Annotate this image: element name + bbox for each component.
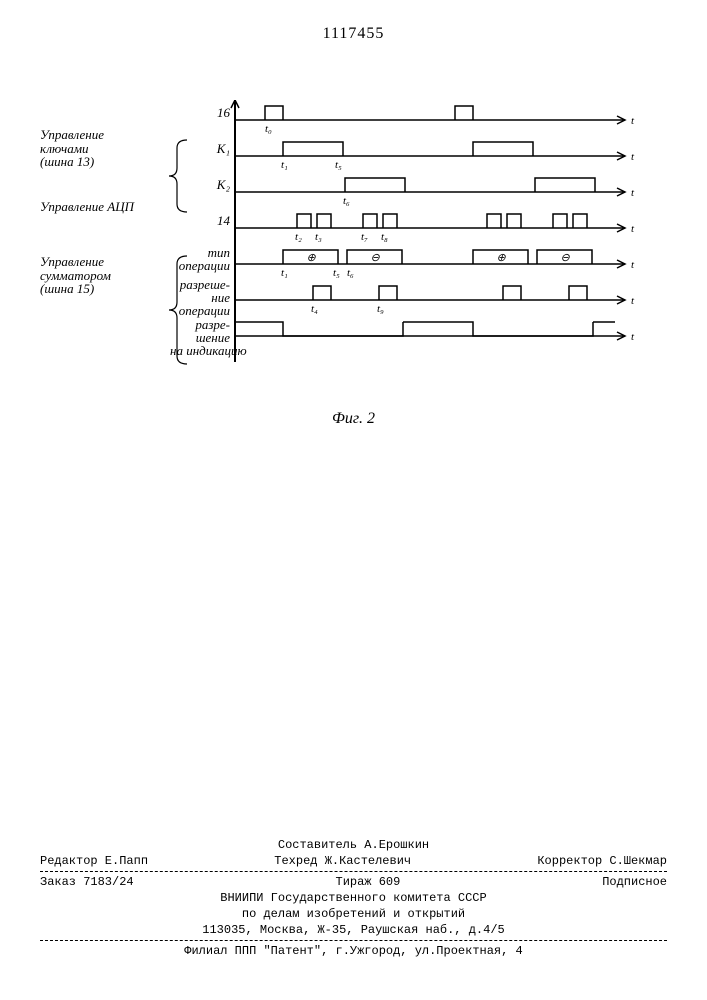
svg-text:⊕: ⊕ [497,252,507,264]
footer-order: Заказ 7183/24 [40,875,134,889]
svg-text:⊕: ⊕ [307,252,317,264]
footer-editor: Редактор Е.Папп [40,854,148,868]
footer-techred: Техред Ж.Кастелевич [274,854,411,868]
group-label: Управление сумматором (шина 15) [40,255,160,296]
footer-address: 113035, Москва, Ж-35, Раушская наб., д.4… [40,923,667,937]
svg-text:t₇: t₇ [361,231,368,243]
page-root: 1117455 t₀tt₁t₅tt₆tt₂t₃t₇t₈t⊕⊖⊕⊖t₁t₅t₆tt… [0,0,707,1000]
svg-text:t₆: t₆ [343,195,350,207]
footer-branch: Филиал ППП "Патент", г.Ужгород, ул.Проек… [40,944,667,958]
footer-divider-1 [40,871,667,872]
row-name: K₂ [170,178,230,191]
footer-editors-row: Редактор Е.Папп Техред Ж.Кастелевич Корр… [40,854,667,868]
row-name: разреше- ние операции [170,278,230,317]
row-name: разре- шение на индикацию [170,318,230,357]
group-label: Управление АЦП [40,200,160,214]
footer-block: Составитель А.Ерошкин Редактор Е.Папп Те… [40,836,667,960]
svg-text:t₉: t₉ [377,303,384,315]
row-name: 16 [170,106,230,119]
svg-text:t: t [631,331,635,343]
svg-text:t₅: t₅ [335,159,342,171]
footer-divider-2 [40,940,667,941]
svg-text:t: t [631,295,635,307]
svg-text:t₆: t₆ [347,267,354,279]
svg-text:t: t [631,115,635,127]
footer-tirage: Тираж 609 [336,875,401,889]
svg-text:t₁: t₁ [281,159,288,171]
figure-caption: Фиг. 2 [0,410,707,428]
footer-subscription: Подписное [602,875,667,889]
svg-text:t₄: t₄ [311,303,318,315]
svg-text:t₁: t₁ [281,267,288,279]
svg-text:t: t [631,223,635,235]
svg-text:t: t [631,151,635,163]
row-name: K₁ [170,142,230,155]
svg-text:⊖: ⊖ [561,252,571,264]
timing-diagram: t₀ t t₁ t₅ t t₆ t t₂ t₃ t₇ t₈ t ⊕ ⊖ ⊕ ⊖ t₁ t₅ t₆ t t₄ t₉ t t 16… [40,100,660,410]
footer-compiler: Составитель А.Ерошкин [40,838,667,852]
footer-org1: ВНИИПИ Государственного комитета СССР [40,891,667,905]
footer-order-row: Заказ 7183/24 Тираж 609 Подписное [40,875,667,889]
svg-text:t₀: t₀ [265,123,272,135]
svg-text:t₅: t₅ [333,267,340,279]
svg-text:⊖: ⊖ [371,252,381,264]
svg-text:t₂: t₂ [295,231,302,243]
footer-org2: по делам изобретений и открытий [40,907,667,921]
svg-text:t: t [631,187,635,199]
row-name: 14 [170,214,230,227]
svg-text:t: t [631,259,635,271]
footer-corrector: Корректор С.Шекмар [537,854,667,868]
group-label: Управление ключами (шина 13) [40,128,160,169]
svg-text:t₃: t₃ [315,231,322,243]
row-name: тип операции [170,246,230,272]
patent-number: 1117455 [0,25,707,43]
svg-text:t₈: t₈ [381,231,388,243]
